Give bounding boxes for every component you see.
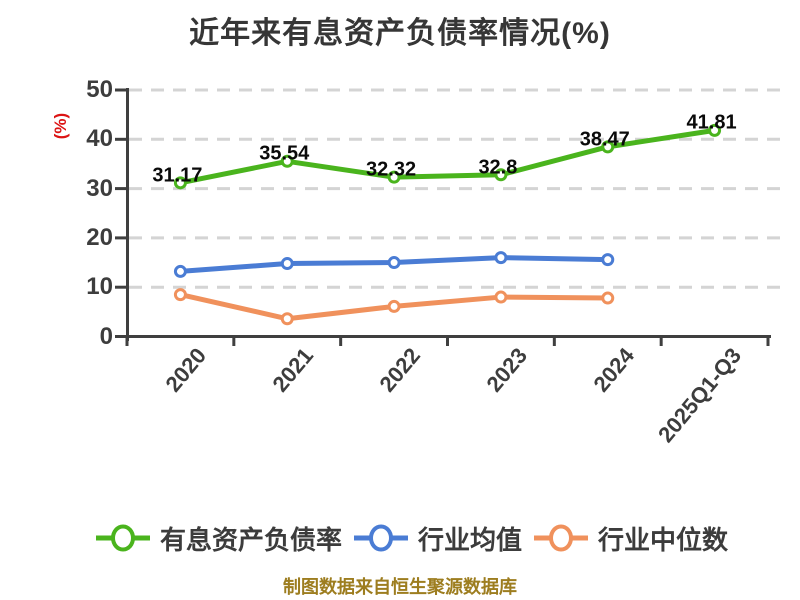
data-point-value-label: 31.17 [152, 164, 203, 187]
data-point-marker[interactable] [280, 257, 294, 271]
data-point-marker[interactable] [387, 170, 401, 184]
legend-label: 有息资产负债率 [160, 524, 343, 555]
data-point-marker[interactable] [173, 176, 187, 190]
data-point-marker[interactable] [494, 251, 508, 265]
data-point-marker[interactable] [387, 299, 401, 313]
y-tick-label: 0 [99, 322, 113, 350]
data-point-marker[interactable] [173, 264, 187, 278]
legend-label: 行业均值 [418, 524, 523, 555]
data-point-value-label: 38.47 [579, 128, 630, 151]
legend-item-industry-median[interactable]: 行业中位数 [532, 520, 728, 557]
chart-title: 近年来有息资产负债率情况(%) [189, 17, 611, 50]
data-point-marker[interactable] [601, 140, 615, 154]
data-point-value-label: 41.81 [686, 111, 737, 134]
legend-label: 行业中位数 [598, 524, 729, 555]
series-line [179, 127, 715, 186]
legend: 有息资产负债率 行业均值 行业中位数 [94, 520, 728, 557]
data-point-value-label: 32.8 [478, 156, 518, 179]
data-point-marker[interactable] [387, 256, 401, 270]
legend-item-interest-bearing-ratio[interactable]: 有息资产负债率 [94, 520, 342, 557]
y-tick-label: 40 [86, 125, 113, 153]
y-tick-label: 30 [86, 174, 113, 202]
y-tick-label: 10 [86, 273, 113, 301]
data-point-marker[interactable] [494, 290, 508, 304]
data-point-marker[interactable] [173, 288, 187, 302]
legend-line-marker-icon [534, 524, 589, 552]
data-point-value-label: 32.32 [366, 158, 417, 181]
legend-item-industry-average[interactable]: 行业均值 [352, 520, 522, 557]
data-point-marker[interactable] [601, 291, 615, 305]
y-tick-label: 50 [86, 76, 113, 103]
data-point-marker[interactable] [280, 154, 294, 168]
legend-line-marker-icon [96, 524, 150, 552]
data-point-value-label: 35.54 [259, 142, 310, 165]
data-point-marker[interactable] [280, 312, 294, 326]
data-point-marker[interactable] [494, 168, 508, 182]
data-point-marker[interactable] [601, 253, 615, 267]
y-tick-label: 20 [86, 223, 113, 251]
legend-line-marker-icon [354, 524, 409, 552]
data-source-footer: 制图数据来自恒生聚源数据库 [283, 577, 517, 597]
data-point-marker[interactable] [708, 123, 722, 137]
